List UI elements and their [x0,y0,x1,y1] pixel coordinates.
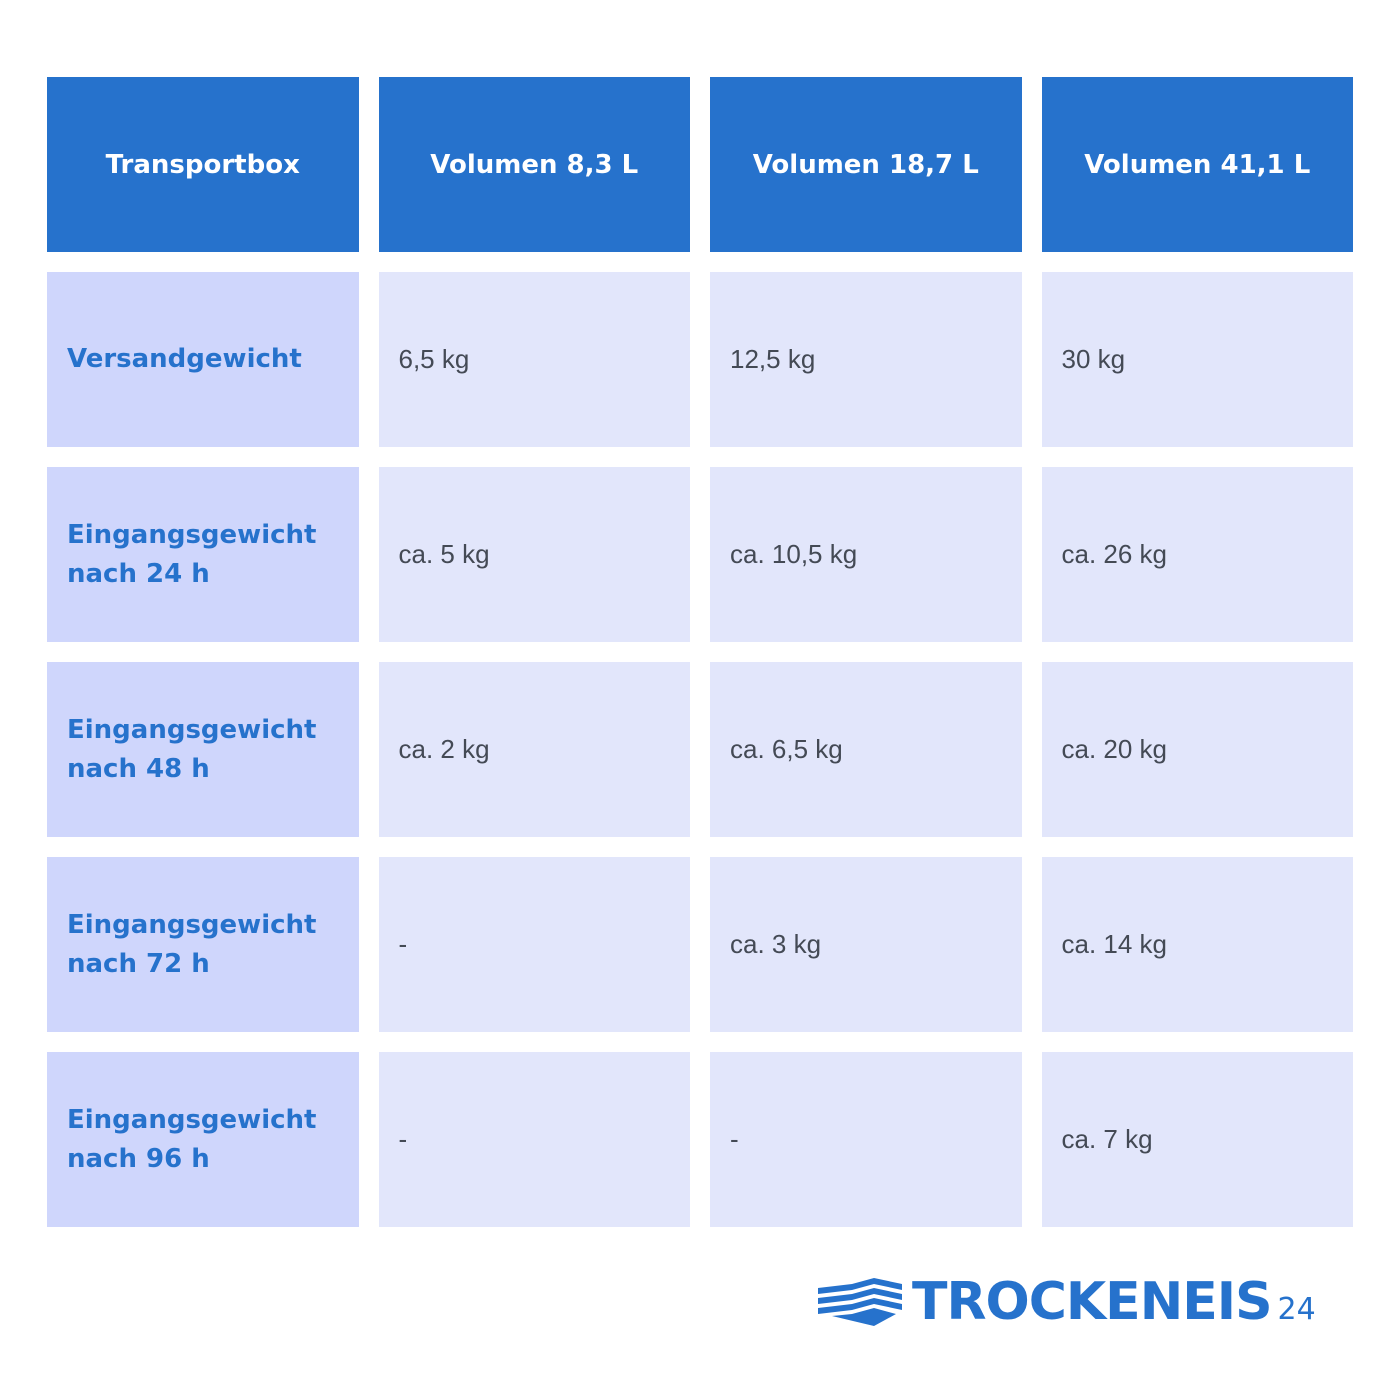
logo-icon [818,1278,902,1326]
value-cell: ca. 14 kg [1041,857,1353,1032]
weight-table: Transportbox Volumen 8,3 L Volumen 18,7 L V… [47,77,1353,1227]
header-cell-text: Volumen 18,7 L [752,149,979,180]
value-cell-text: ca. 6,5 kg [730,734,843,764]
value-cell-text: ca. 20 kg [1061,734,1168,764]
value-cell: ca. 6,5 kg [710,662,1022,837]
value-cell-text: ca. 5 kg [398,539,490,569]
logo: TROCKENEIS 24 [818,1272,1316,1332]
header-cell: Volumen 8,3 L [378,77,690,252]
value-cell: - [710,1052,1022,1227]
row-label: Eingangsgewicht nach 96 h [47,1052,359,1227]
value-cell: ca. 2 kg [378,662,690,837]
row-label: Eingangsgewicht nach 24 h [47,467,359,642]
value-cell: ca. 26 kg [1041,467,1353,642]
value-cell-text: 12,5 kg [730,344,816,374]
header-cell-text: Volumen 8,3 L [430,149,639,180]
value-cell: 12,5 kg [710,272,1022,447]
row-label-text: Eingangsgewicht nach 48 h [67,714,317,784]
row-label: Versandgewicht [47,272,359,447]
value-cell-text: ca. 10,5 kg [730,539,858,569]
row-label-text: Eingangsgewicht nach 72 h [67,909,317,979]
value-cell-text: ca. 7 kg [1061,1124,1153,1154]
value-cell-text: - [398,929,408,959]
value-cell-text: 6,5 kg [398,344,470,374]
value-cell-text: ca. 3 kg [730,929,822,959]
value-cell: 30 kg [1041,272,1353,447]
value-cell: ca. 10,5 kg [710,467,1022,642]
row-label-text: Eingangsgewicht nach 96 h [67,1104,317,1174]
header-cell-text: Volumen 41,1 L [1084,149,1311,180]
row-label: Eingangsgewicht nach 72 h [47,857,359,1032]
value-cell: ca. 20 kg [1041,662,1353,837]
header-cell: Volumen 18,7 L [710,77,1022,252]
value-cell: ca. 7 kg [1041,1052,1353,1227]
value-cell: - [378,1052,690,1227]
value-cell: 6,5 kg [378,272,690,447]
logo-suffix: 24 [1277,1291,1316,1327]
value-cell-text: - [398,1124,408,1154]
value-cell-text: 30 kg [1061,344,1126,374]
value-cell-text: ca. 2 kg [398,734,490,764]
header-cell: Transportbox [47,77,359,252]
row-label-text: Versandgewicht [67,344,302,374]
value-cell: - [378,857,690,1032]
logo-name: TROCKENEIS [912,1272,1273,1332]
value-cell-text: - [730,1124,739,1154]
value-cell-text: ca. 26 kg [1061,539,1168,569]
value-cell-text: ca. 14 kg [1061,929,1168,959]
header-cell: Volumen 41,1 L [1041,77,1353,252]
row-label-text: Eingangsgewicht nach 24 h [67,519,317,589]
value-cell: ca. 5 kg [378,467,690,642]
header-cell-text: Transportbox [105,149,300,180]
row-label: Eingangsgewicht nach 48 h [47,662,359,837]
value-cell: ca. 3 kg [710,857,1022,1032]
